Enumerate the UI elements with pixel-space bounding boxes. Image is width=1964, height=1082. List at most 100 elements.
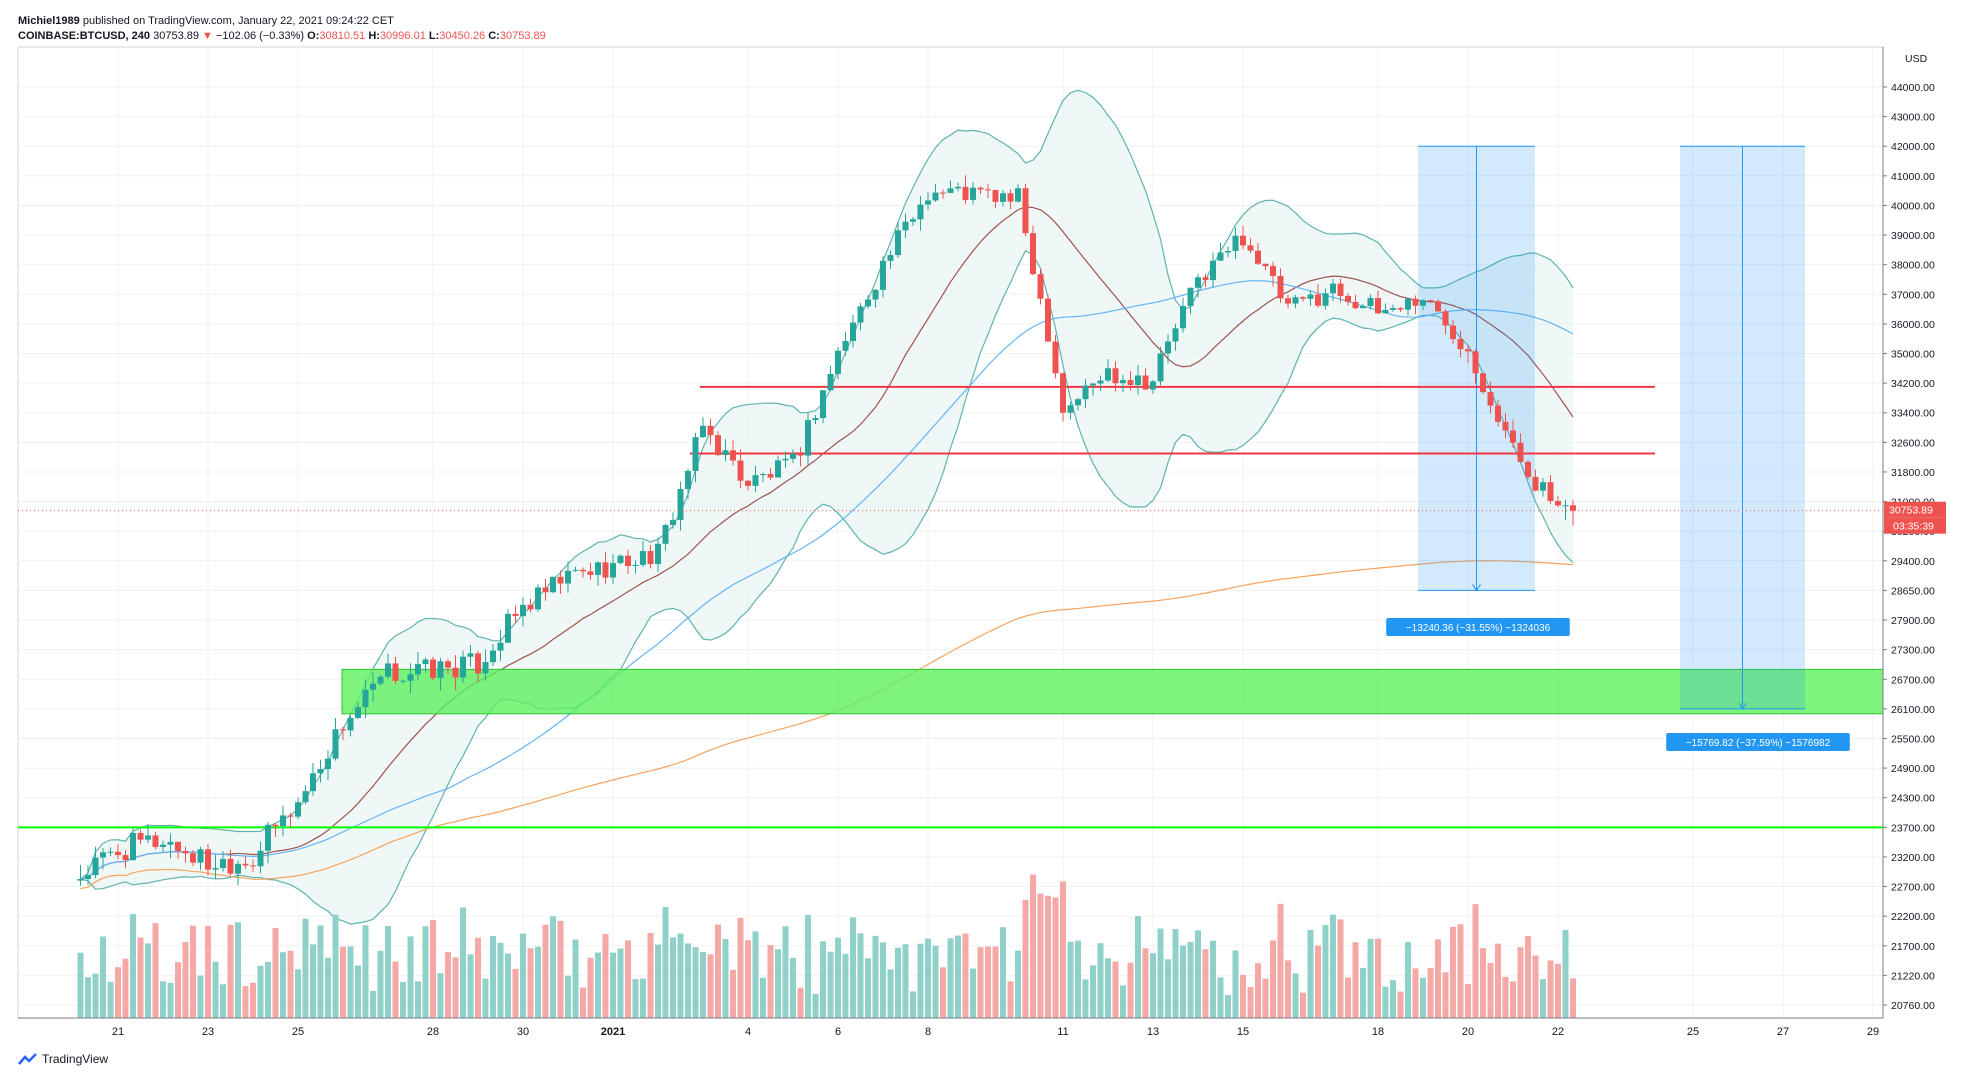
- down-arrow-icon: ▼: [202, 30, 213, 42]
- low-label: L:: [428, 30, 440, 42]
- candle-body: [85, 875, 91, 879]
- candle-body: [340, 729, 346, 731]
- candle-body: [385, 663, 391, 677]
- candle-body: [1322, 293, 1329, 306]
- volume-bar: [1277, 903, 1284, 1018]
- candle-body: [1075, 399, 1081, 406]
- candle-body: [1442, 311, 1449, 326]
- volume-bar: [1307, 929, 1314, 1018]
- volume-bar: [415, 981, 421, 1018]
- change-value: −102.06 (−0.33%): [216, 30, 305, 42]
- price-tick-label: 34200.00: [1891, 378, 1935, 390]
- volume-bar: [910, 991, 916, 1018]
- volume-bar: [490, 936, 496, 1018]
- volume-bar: [1375, 938, 1381, 1018]
- candle-body: [617, 555, 624, 564]
- volume-bar: [1390, 980, 1396, 1018]
- candle-body: [985, 189, 991, 191]
- candle-body: [587, 571, 594, 575]
- volume-bar: [820, 941, 826, 1018]
- price-tick-label: 35000.00: [1891, 349, 1935, 361]
- volume-bar: [1187, 941, 1194, 1018]
- volume-bar: [1105, 958, 1111, 1018]
- volume-bar: [1285, 960, 1291, 1018]
- volume-bar: [280, 952, 286, 1018]
- candle-body: [992, 189, 999, 202]
- candle-body: [820, 390, 826, 419]
- volume-bar: [572, 939, 579, 1018]
- volume-bar: [310, 944, 316, 1018]
- candle-body: [512, 613, 519, 617]
- volume-bar: [797, 987, 804, 1018]
- candle-body: [827, 373, 834, 391]
- bollinger-band-fill: [80, 90, 1573, 925]
- candle-body: [1502, 421, 1509, 431]
- volume-bar: [1030, 874, 1036, 1018]
- volume-bar: [970, 968, 976, 1018]
- volume-bar: [977, 947, 984, 1018]
- projection-1-arrow-head: [1472, 584, 1481, 592]
- volume-bar: [827, 951, 834, 1018]
- candle-body: [257, 850, 264, 867]
- volume-bar: [640, 978, 646, 1018]
- price-tick-label: 44000.00: [1891, 82, 1935, 94]
- volume-bar: [670, 937, 676, 1018]
- candle-body: [1097, 380, 1104, 384]
- candle-body: [1352, 301, 1359, 309]
- volume-bar: [865, 958, 871, 1018]
- volume-bar: [115, 967, 121, 1018]
- tradingview-brand: TradingView: [42, 1052, 109, 1066]
- volume-bar: [482, 978, 489, 1018]
- volume-bar: [700, 951, 706, 1018]
- candle-body: [910, 219, 916, 222]
- candle-body: [302, 791, 309, 803]
- volume-bar: [550, 916, 556, 1018]
- candle-body: [167, 841, 174, 845]
- candle-body: [775, 460, 781, 478]
- ma-long-line: [80, 560, 1574, 890]
- price-tick-label: 26700.00: [1891, 674, 1935, 686]
- candle-body: [715, 435, 721, 456]
- volume-bar: [520, 933, 526, 1018]
- volume-bar: [1075, 940, 1081, 1018]
- candle-body: [347, 717, 354, 731]
- ma-short-line: [80, 206, 1574, 880]
- volume-bar: [1180, 945, 1186, 1018]
- candle-body: [310, 773, 316, 792]
- candle-body: [1172, 328, 1179, 342]
- candle-body: [1090, 383, 1096, 386]
- candle-body: [1255, 250, 1261, 264]
- volume-bar: [1270, 940, 1276, 1018]
- volume-bar: [542, 924, 549, 1018]
- candle-body: [1015, 188, 1021, 202]
- volume-bar: [1457, 924, 1464, 1018]
- volume-bar: [205, 925, 211, 1018]
- candle-body: [415, 664, 421, 675]
- projection-1-label: −13240.36 (−31.55%) −1324036: [1406, 623, 1551, 634]
- volume-bar: [932, 945, 939, 1018]
- candle-body: [1427, 300, 1434, 302]
- candle-body: [1225, 250, 1231, 253]
- volume-bar: [407, 936, 414, 1018]
- volume-bar: [752, 931, 759, 1018]
- candle-body: [1555, 501, 1561, 506]
- volume-bar: [1007, 981, 1014, 1018]
- candle-body: [1435, 301, 1441, 312]
- volume-bar: [962, 933, 969, 1018]
- chart-header: Michiel1989 published on TradingView.com…: [18, 14, 546, 44]
- volume-bar: [527, 948, 534, 1018]
- candle-body: [1270, 266, 1276, 276]
- price-tick-label: 26100.00: [1891, 704, 1935, 716]
- candle-body: [1345, 295, 1351, 302]
- volume-bar: [145, 943, 151, 1018]
- volume-bar: [1210, 940, 1216, 1018]
- volume-bar: [1382, 986, 1389, 1018]
- price-tick-label: 21220.00: [1891, 970, 1935, 982]
- volume-bar: [1345, 977, 1351, 1018]
- volume-bar: [1502, 976, 1509, 1018]
- candle-body: [272, 824, 279, 827]
- candle-body: [1082, 385, 1089, 400]
- candle-body: [550, 576, 556, 593]
- candle-body: [137, 832, 144, 840]
